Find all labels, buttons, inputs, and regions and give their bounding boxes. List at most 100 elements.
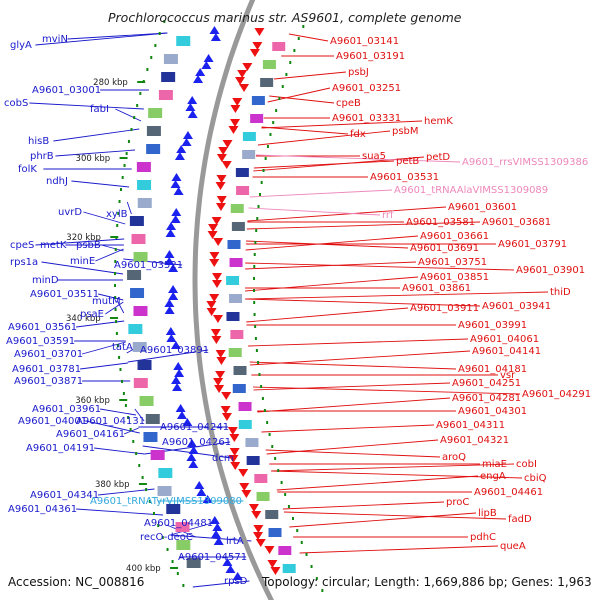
gene-arrow bbox=[168, 264, 179, 272]
leader-line bbox=[271, 463, 515, 472]
ring-dot bbox=[133, 116, 136, 119]
ring-dot bbox=[277, 469, 280, 472]
gene-arrow bbox=[201, 61, 212, 69]
gene-arrow bbox=[174, 369, 185, 377]
gene-arrow bbox=[171, 208, 182, 216]
leader-line bbox=[299, 545, 499, 554]
ring-dot bbox=[142, 80, 145, 83]
leader-line bbox=[245, 291, 549, 300]
ring-dot bbox=[302, 25, 305, 28]
leader-line bbox=[41, 261, 124, 275]
ring-dot bbox=[315, 577, 318, 580]
accession-text: Accession: NC_008816 bbox=[8, 575, 144, 589]
genome-summary-text: Topology: circular; Length: 1,669,886 bp… bbox=[261, 575, 592, 589]
ring-dot bbox=[157, 524, 160, 527]
gene-arrow bbox=[230, 119, 241, 127]
gene-label: A9601_03701 bbox=[14, 349, 83, 360]
gene-arrow bbox=[221, 392, 232, 400]
feature-block bbox=[251, 96, 265, 105]
gene-label: A9601_03961 bbox=[32, 404, 101, 415]
leader-line bbox=[55, 149, 136, 157]
gene-label: A9601_03591 bbox=[6, 336, 75, 347]
feature-block bbox=[148, 108, 163, 118]
gene-arrow bbox=[181, 138, 192, 146]
gene-arrow bbox=[164, 250, 175, 258]
gene-arrow bbox=[213, 537, 224, 545]
gene-arrow bbox=[215, 350, 226, 358]
leader-line bbox=[261, 126, 349, 135]
gene-label: hemK bbox=[424, 116, 453, 127]
tick-label: 400 kbp bbox=[126, 564, 161, 574]
leader-line bbox=[247, 206, 447, 222]
gene-label: A9601_04191 bbox=[26, 443, 95, 454]
leader-line bbox=[256, 154, 461, 163]
leader-line bbox=[257, 397, 451, 413]
ring-dot bbox=[115, 332, 118, 335]
gene-label: A9601_04311 bbox=[436, 420, 505, 431]
ring-dot bbox=[255, 229, 258, 232]
ring-dot bbox=[115, 320, 118, 323]
gene-label: pdhC bbox=[470, 532, 496, 543]
leader-line bbox=[83, 211, 126, 225]
gene-arrow bbox=[188, 446, 199, 454]
ring-dot bbox=[256, 217, 259, 220]
ring-dot bbox=[152, 512, 155, 515]
gene-arrow bbox=[176, 411, 187, 419]
feature-block bbox=[158, 468, 173, 478]
leader-line bbox=[170, 534, 252, 542]
gene-label: A9601_03991 bbox=[458, 320, 527, 331]
ring-dot bbox=[166, 548, 169, 551]
gene-arrow bbox=[220, 406, 231, 414]
leader-line bbox=[101, 244, 124, 252]
ring-dot bbox=[145, 488, 148, 491]
gene-arrow bbox=[255, 539, 266, 547]
gene-label: A9601_rrsVIMSS1309386 bbox=[462, 157, 588, 168]
gene-arrow bbox=[267, 560, 278, 568]
ring-dot bbox=[114, 308, 117, 311]
ring-dot bbox=[119, 188, 122, 191]
gene-arrow bbox=[168, 285, 179, 293]
feature-block bbox=[163, 54, 178, 64]
feature-block bbox=[262, 60, 276, 69]
gene-label: A9601_tRNATyrVIMSS1309080 bbox=[90, 496, 242, 507]
gene-label: A9601_03941 bbox=[482, 301, 551, 312]
feature-block bbox=[137, 180, 152, 190]
feature-block bbox=[245, 438, 259, 447]
feature-block bbox=[230, 204, 244, 213]
gene-label: A9601_03561 bbox=[8, 322, 77, 333]
gene-label: A9601_03331 bbox=[332, 113, 401, 124]
gene-features bbox=[127, 26, 296, 580]
feature-block bbox=[133, 378, 148, 388]
ring-dot bbox=[321, 589, 324, 592]
gene-arrow bbox=[213, 378, 224, 386]
feature-block bbox=[228, 348, 242, 357]
leader-line bbox=[249, 361, 457, 370]
feature-block bbox=[227, 240, 241, 249]
tick-label: 340 kbp bbox=[66, 314, 101, 324]
gene-label: A9601_04341 bbox=[30, 490, 99, 501]
leader-line bbox=[245, 235, 419, 251]
feature-block bbox=[150, 450, 165, 460]
gene-arrow bbox=[216, 196, 227, 204]
gene-label: dcm bbox=[212, 453, 234, 464]
gene-label: A9601_03601 bbox=[448, 202, 517, 213]
feature-block bbox=[137, 198, 152, 208]
gene-label: A9601_04251 bbox=[452, 378, 521, 389]
gene-label: A9601_04001 bbox=[18, 416, 87, 427]
feature-block bbox=[236, 186, 250, 195]
leader-line bbox=[95, 248, 124, 262]
ring-dot bbox=[261, 397, 264, 400]
gene-label: A9601_04291 bbox=[522, 389, 591, 400]
gene-arrow bbox=[270, 567, 281, 575]
gene-label: A9601_03861 bbox=[402, 283, 471, 294]
gene-arrow bbox=[185, 103, 196, 111]
gene-arrow bbox=[166, 334, 177, 342]
position-ticks: 280 kbp 300 kbp 320 kbp 340 kbp 360 kbp 380 k… bbox=[66, 20, 324, 592]
leader-line bbox=[283, 511, 507, 520]
feature-block bbox=[231, 222, 245, 231]
leader-line bbox=[249, 189, 393, 198]
leader-line bbox=[35, 238, 125, 246]
leader-line bbox=[126, 201, 132, 215]
feature-block bbox=[278, 546, 292, 555]
